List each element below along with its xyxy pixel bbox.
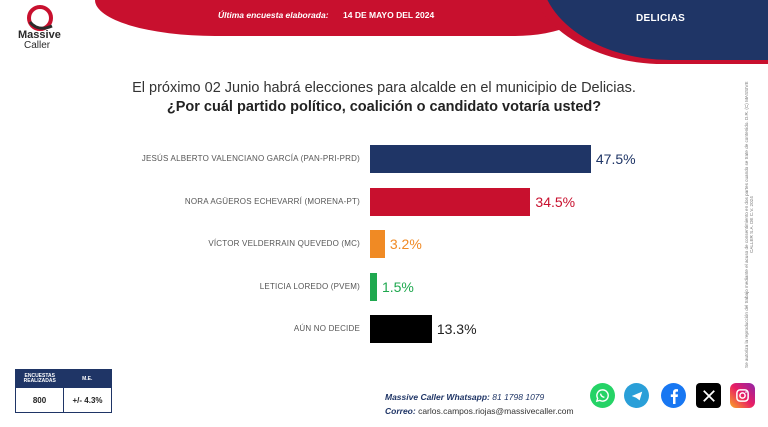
value-label: 34.5%	[535, 193, 576, 210]
category-label: VÍCTOR VELDERRAIN QUEVEDO (MC)	[208, 239, 360, 248]
email-link[interactable]: carlos.campos.riojas@massivecaller.com	[418, 406, 574, 416]
brand-name: Massive	[18, 29, 61, 41]
municipality-label: DELICIAS	[636, 13, 686, 24]
header-band	[95, 0, 595, 36]
category-label: LETICIA LOREDO (PVEM)	[259, 281, 360, 291]
category-label: AÚN NO DECIDE	[293, 324, 360, 333]
value-surveys: 800	[32, 395, 47, 405]
x-icon[interactable]	[696, 383, 721, 408]
survey-date: 14 DE MAYO DEL 2024	[343, 10, 435, 20]
whatsapp-label: Massive Caller Whatsapp:	[385, 392, 490, 402]
question-line2: ¿Por cuál partido político, coalición o …	[166, 99, 602, 115]
value-label: 13.3%	[436, 321, 477, 337]
bar	[370, 230, 385, 258]
facebook-icon[interactable]	[661, 383, 686, 408]
bar	[370, 145, 591, 173]
category-label: JESÚS ALBERTO VALENCIANO GARCÍA (PAN-PRI…	[141, 154, 360, 163]
bar	[370, 272, 377, 301]
whatsapp-number[interactable]: 81 1798 1079	[492, 392, 545, 402]
header-surveys: ENCUESTAS REALIZADAS	[23, 373, 56, 384]
question-line1: El próximo 02 Junio habrá elecciones par…	[132, 80, 636, 96]
massive-caller-logo	[27, 5, 53, 31]
value-label: 47.5%	[595, 151, 636, 167]
category-label: NORA AGÜEROS ECHEVARRÍ (MORENA-PT)	[184, 196, 360, 206]
whatsapp-icon[interactable]	[590, 383, 615, 408]
bar	[370, 187, 531, 216]
value-margin: +/- 4.3%	[63, 388, 111, 412]
contact-info: Massive Caller Whatsapp: 81 1798 1079 Co…	[385, 390, 574, 418]
email-label: Correo:	[385, 406, 416, 416]
header-margin: M.E.	[82, 375, 93, 382]
sample-table: ENCUESTAS REALIZADAS M.E. 800 +/- 4.3%	[15, 369, 112, 413]
instagram-icon[interactable]	[730, 383, 755, 408]
value-label: 3.2%	[389, 236, 422, 252]
telegram-icon[interactable]	[624, 383, 649, 408]
survey-label: Última encuesta elaborada:	[218, 10, 329, 20]
bar	[370, 315, 432, 343]
value-label: 1.5%	[381, 278, 414, 295]
brand-sub: Caller	[24, 40, 51, 51]
copyright-note: Se autoriza la reproducción del trabajo …	[744, 81, 754, 369]
